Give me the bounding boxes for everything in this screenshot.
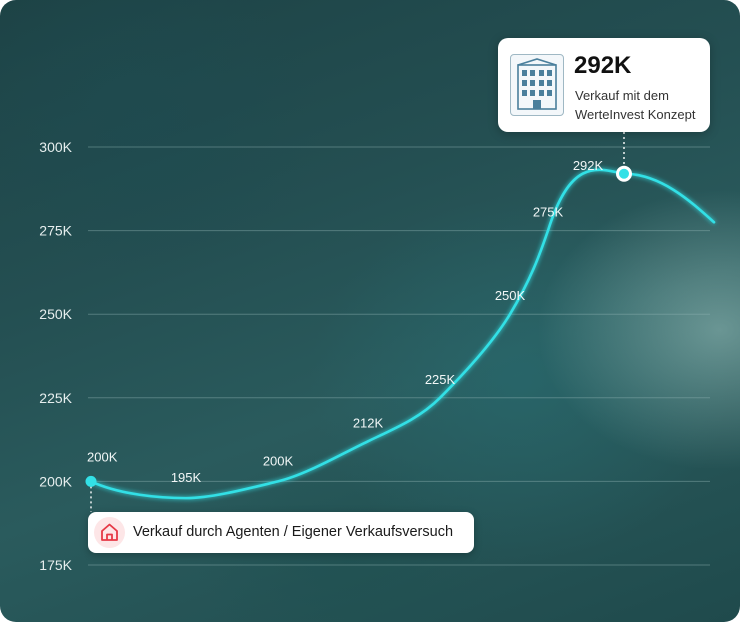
result-caption-line1: Verkauf mit dem <box>575 88 669 103</box>
start-callout: Verkauf durch Agenten / Eigener Verkaufs… <box>88 512 474 553</box>
y-tick-label: 175K <box>39 557 72 573</box>
y-tick-label: 250K <box>39 306 72 322</box>
data-label: 225K <box>425 372 456 387</box>
y-tick-label: 225K <box>39 390 72 406</box>
result-callout: 292K Verkauf mit dem WerteInvest Konzept <box>498 38 710 132</box>
result-value: 292K <box>574 52 632 79</box>
y-axis-ticks: 300K 275K 250K 225K 200K 175K <box>39 139 72 573</box>
end-point <box>619 168 629 179</box>
building-icon <box>510 54 564 116</box>
y-tick-label: 275K <box>39 223 72 239</box>
data-label: 195K <box>171 470 202 485</box>
start-callout-label: Verkauf durch Agenten / Eigener Verkaufs… <box>133 524 454 540</box>
data-label: 275K <box>533 205 564 220</box>
start-point <box>85 475 97 487</box>
data-label: 200K <box>87 449 118 464</box>
grid-lines <box>88 146 710 566</box>
data-label: 212K <box>353 415 384 430</box>
y-tick-label: 200K <box>39 473 72 489</box>
value-curve <box>89 168 716 500</box>
result-caption-line2: WerteInvest Konzept <box>575 107 696 122</box>
data-label: 292K <box>573 158 604 173</box>
data-label: 250K <box>495 288 526 303</box>
house-icon <box>94 517 125 548</box>
point-markers <box>85 165 632 487</box>
data-label: 200K <box>263 453 294 468</box>
data-labels: 200K 195K 200K 212K 225K 250K 275K 292K <box>87 158 604 485</box>
guide-lines <box>90 132 625 512</box>
y-tick-label: 300K <box>39 139 72 155</box>
